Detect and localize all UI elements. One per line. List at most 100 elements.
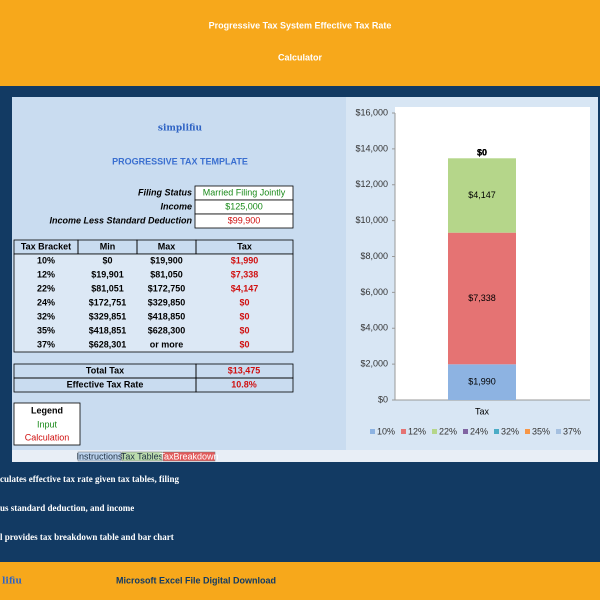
data-label: $7,338 [468, 293, 496, 303]
legend-swatch [494, 429, 499, 434]
y-tick-label: $2,000 [360, 359, 388, 369]
table-cell: $0 [239, 339, 249, 349]
title-band [0, 0, 600, 86]
legend-swatch [370, 429, 375, 434]
legend-item: Input [37, 419, 58, 429]
legend-label: 32% [501, 426, 519, 436]
table-cell: $329,850 [148, 297, 186, 307]
x-tick-label: Tax [475, 406, 490, 416]
cell [195, 377, 294, 393]
table-cell: $0 [239, 311, 249, 321]
y-tick-label: $6,000 [360, 287, 388, 297]
legend-swatch [556, 429, 561, 434]
table-cell: $418,850 [148, 311, 186, 321]
data-label: $0 [477, 148, 487, 158]
table-header: Tax [237, 241, 252, 251]
legend-label: 12% [408, 426, 426, 436]
input-value: Married Filing Jointly [203, 187, 286, 197]
total-label: Total Tax [86, 365, 124, 375]
cell [13, 253, 294, 353]
title: Progressive Tax System Effective Tax Rat… [209, 20, 392, 30]
legend-swatch [463, 429, 468, 434]
legend-swatch [432, 429, 437, 434]
table-header: Tax Bracket [21, 241, 71, 251]
table-cell: 12% [37, 269, 55, 279]
bar-segment [448, 364, 516, 400]
table-cell: 32% [37, 311, 55, 321]
legend-label: 22% [439, 426, 457, 436]
table-cell: $0 [102, 255, 112, 265]
total-value: $13,475 [228, 365, 261, 375]
sheet-tab-label: Tax Tables [121, 451, 164, 461]
title: Calculator [278, 52, 323, 62]
sheet-tab[interactable] [121, 451, 163, 462]
description-line: l provides tax breakdown table and bar c… [0, 532, 174, 542]
table-cell: $628,301 [89, 339, 127, 349]
legend-swatch [525, 429, 530, 434]
legend-swatch [401, 429, 406, 434]
table-cell: $628,300 [148, 325, 186, 335]
sheet-tab-label: TaxBreakdown [159, 451, 218, 461]
data-label: $1,990 [468, 377, 496, 387]
total-value: 10.8% [231, 379, 257, 389]
table-cell: $0 [239, 297, 249, 307]
table-cell: $418,851 [89, 325, 127, 335]
input-value: $99,900 [228, 215, 261, 225]
legend-label: 10% [377, 426, 395, 436]
footer-text: Microsoft Excel File Digital Download [116, 575, 276, 585]
sheet-tab[interactable] [162, 451, 216, 462]
table-cell: $172,750 [148, 283, 186, 293]
table-header: Min [100, 241, 116, 251]
legend-label: 24% [470, 426, 488, 436]
bar-segment [448, 158, 516, 233]
table-cell: $81,050 [150, 269, 183, 279]
input-label: Income [160, 201, 192, 211]
input-label: Income Less Standard Deduction [49, 215, 192, 225]
data-label: $0 [477, 148, 487, 158]
sheet-tab-label: Instructions [76, 451, 123, 461]
table-cell: $1,990 [231, 255, 259, 265]
description-line: culates effective tax rate given tax tab… [0, 474, 179, 484]
footer-logo: lifiu [2, 577, 22, 587]
table-cell: $19,900 [150, 255, 183, 265]
table-cell: $329,851 [89, 311, 127, 321]
y-tick-label: $10,000 [355, 215, 388, 225]
legend-item: Calculation [25, 432, 70, 442]
table-cell: $172,751 [89, 297, 127, 307]
y-tick-label: $14,000 [355, 143, 388, 153]
data-label: $0 [477, 148, 487, 158]
y-tick-label: $0 [378, 394, 388, 404]
description-line: us standard deduction, and income [0, 503, 134, 513]
input-value: $125,000 [225, 201, 263, 211]
sheet-tab[interactable] [77, 451, 122, 462]
total-label: Effective Tax Rate [67, 379, 144, 389]
legend-label: 37% [563, 426, 581, 436]
table-cell: $0 [239, 325, 249, 335]
legend-label: 35% [532, 426, 550, 436]
table-cell: or more [150, 339, 184, 349]
y-tick-label: $4,000 [360, 323, 388, 333]
table-cell: $19,901 [91, 269, 124, 279]
y-tick-label: $12,000 [355, 179, 388, 189]
table-cell: 10% [37, 255, 55, 265]
table-cell: $7,338 [231, 269, 259, 279]
cell [194, 213, 294, 229]
table-cell: 24% [37, 297, 55, 307]
table-cell: 37% [37, 339, 55, 349]
table-cell: 22% [37, 283, 55, 293]
table-cell: 35% [37, 325, 55, 335]
logo: simplifiu [158, 124, 203, 134]
table-cell: $81,051 [91, 283, 124, 293]
data-label: $4,147 [468, 190, 496, 200]
y-tick-label: $8,000 [360, 251, 388, 261]
legend-title: Legend [31, 405, 63, 415]
cell [13, 402, 81, 446]
bar-segment [448, 232, 516, 365]
data-label: $0 [477, 148, 487, 158]
table-cell: $4,147 [231, 283, 259, 293]
input-label: Filing Status [138, 187, 192, 197]
footer-band [0, 562, 600, 600]
subtitle: PROGRESSIVE TAX TEMPLATE [112, 156, 248, 166]
